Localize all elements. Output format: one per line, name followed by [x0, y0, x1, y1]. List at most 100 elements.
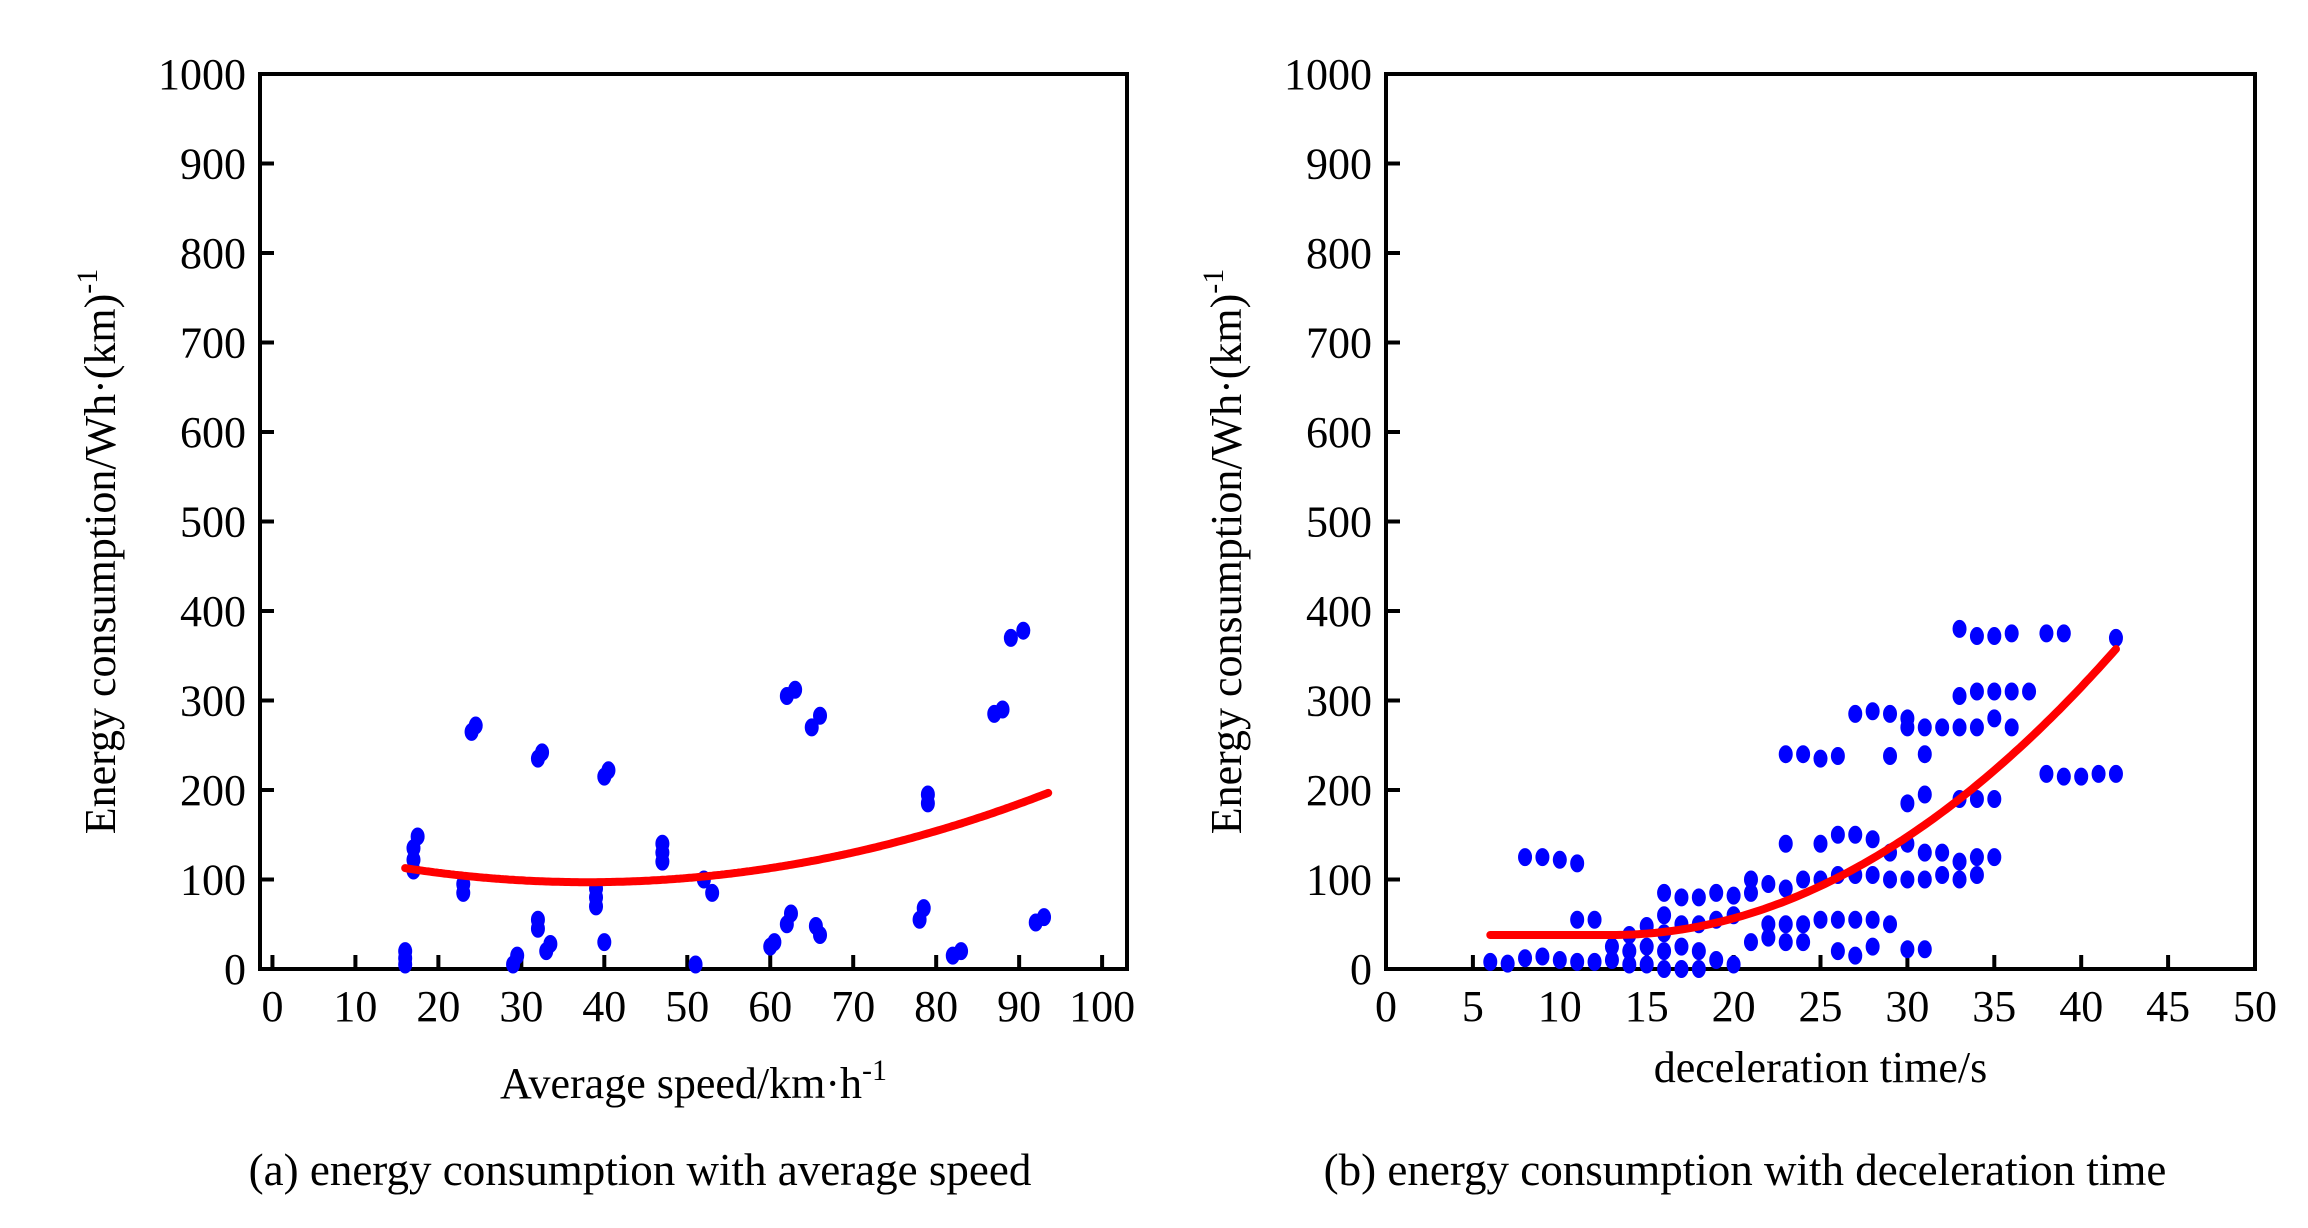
data-point [1813, 910, 1828, 929]
data-point [1726, 886, 1741, 905]
data-point [1518, 848, 1533, 867]
data-point [1900, 940, 1915, 959]
y-axis-label: Energy consumption/Wh·(km)-1 [1197, 269, 1251, 835]
data-point [597, 933, 612, 952]
data-point [1570, 854, 1585, 873]
data-point [2108, 764, 2123, 783]
x-tick-label: 10 [333, 982, 377, 1031]
data-point [1796, 745, 1811, 764]
data-point [1552, 951, 1567, 970]
data-point [1535, 848, 1550, 867]
data-point [1917, 940, 1932, 959]
x-tick-label: 25 [1799, 982, 1843, 1031]
data-point [1796, 933, 1811, 952]
data-point [1952, 718, 1967, 737]
data-point [1778, 834, 1793, 853]
data-point [1865, 937, 1880, 956]
y-tick-label: 700 [1306, 319, 1372, 368]
data-point [1674, 888, 1689, 907]
data-point [2074, 767, 2089, 786]
figure-caption: (b) energy consumption with deceleration… [1324, 1145, 2167, 1195]
x-tick-label: 40 [582, 982, 626, 1031]
y-tick-label: 1000 [158, 50, 246, 99]
data-point [1657, 906, 1672, 925]
data-point [954, 942, 969, 961]
y-tick-label: 600 [180, 408, 246, 457]
x-tick-label: 0 [1375, 982, 1397, 1031]
data-point [2039, 624, 2054, 643]
data-point [543, 934, 558, 953]
data-point [1813, 834, 1828, 853]
data-point [2022, 682, 2037, 701]
x-tick-label: 30 [499, 982, 543, 1031]
data-point [1570, 952, 1585, 971]
y-tick-label: 400 [1306, 587, 1372, 636]
y-tick-label: 400 [180, 587, 246, 636]
data-point [1743, 883, 1758, 902]
data-point [1900, 870, 1915, 889]
data-point [2091, 764, 2106, 783]
data-point [1883, 870, 1898, 889]
data-point [1726, 955, 1741, 974]
data-point [1570, 910, 1585, 929]
data-point [1917, 870, 1932, 889]
data-point [1691, 888, 1706, 907]
data-point [1900, 709, 1915, 728]
data-point [510, 946, 525, 965]
x-tick-label: 30 [1885, 982, 1929, 1031]
plot-b-energy-vs-deceleration: 0 100 200 300 400 500 600 700 800 900 1000 0 5 10 15 20… [1197, 50, 2277, 1195]
data-point [1935, 718, 1950, 737]
data-point [1691, 942, 1706, 961]
data-point [1952, 870, 1967, 889]
data-point [1917, 785, 1932, 804]
data-point [813, 706, 828, 725]
data-point [1778, 915, 1793, 934]
data-point [1709, 951, 1724, 970]
data-point [1691, 960, 1706, 978]
data-point [1935, 843, 1950, 862]
x-axis-label-superscript: -1 [862, 1054, 887, 1087]
data-point [1518, 949, 1533, 968]
fit-curve [1486, 645, 2120, 939]
y-tick-label: 300 [180, 677, 246, 726]
x-tick-label: 45 [2146, 982, 2190, 1031]
data-point [705, 883, 720, 902]
data-point [1796, 915, 1811, 934]
y-tick-label: 1000 [1284, 50, 1372, 99]
data-point [995, 700, 1010, 719]
data-point [1500, 954, 1515, 973]
y-tick-label: 900 [180, 140, 246, 189]
y-axis-label-superscript: -1 [71, 269, 104, 294]
data-point [1778, 933, 1793, 952]
data-point [1657, 883, 1672, 902]
data-point [920, 785, 935, 804]
data-point [1674, 937, 1689, 956]
data-point [1969, 682, 1984, 701]
data-point [1778, 745, 1793, 764]
data-point [1604, 937, 1619, 956]
data-point [1813, 749, 1828, 768]
data-point [655, 834, 670, 853]
x-tick-label: 0 [261, 982, 283, 1031]
y-tick-label: 200 [1306, 766, 1372, 815]
y-tick-label: 700 [180, 319, 246, 368]
x-tick-label: 35 [1972, 982, 2016, 1031]
data-point [2056, 624, 2071, 643]
data-point [535, 743, 550, 762]
x-tick-label: 40 [2059, 982, 2103, 1031]
data-point [1657, 942, 1672, 961]
x-axis-label: deceleration time/s [1654, 1043, 1988, 1092]
x-tick-label: 50 [665, 982, 709, 1031]
data-point [1483, 952, 1498, 971]
data-point [2004, 718, 2019, 737]
x-tick-label: 90 [997, 982, 1041, 1031]
x-tick-label: 20 [416, 982, 460, 1031]
data-point [398, 942, 413, 961]
data-point [1848, 910, 1863, 929]
plot-frame [258, 72, 1129, 971]
y-tick-label: 500 [1306, 498, 1372, 547]
data-point [1830, 942, 1845, 961]
data-point [767, 933, 782, 952]
figure-caption: (a) energy consumption with average spee… [249, 1145, 1032, 1195]
x-axis-label: Average speed/km·h-1 [500, 1054, 887, 1108]
